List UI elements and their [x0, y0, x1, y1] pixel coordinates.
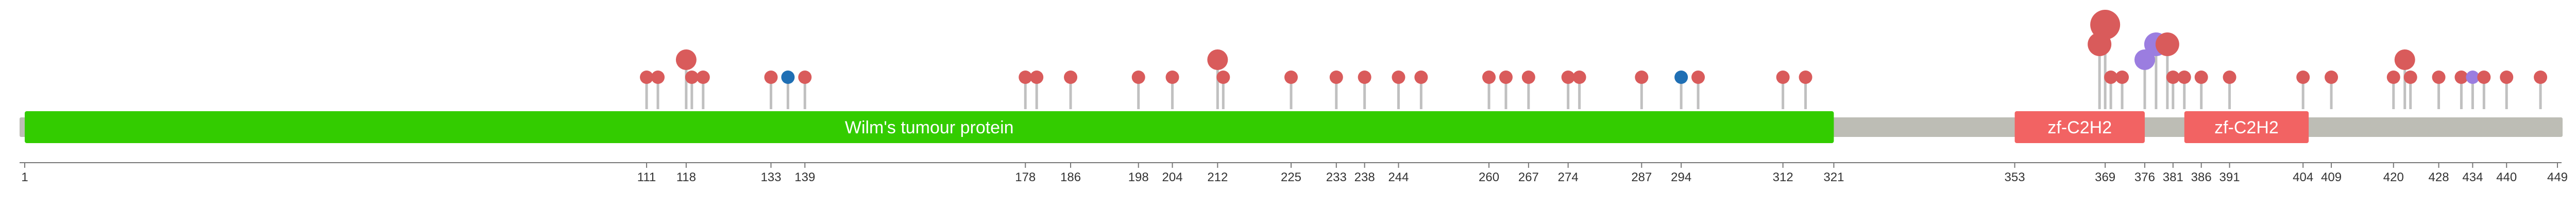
axis-tick-label: 267 [1518, 170, 1539, 184]
axis-tick-label: 449 [2547, 170, 2568, 184]
mutation-marker-287[interactable] [1635, 71, 1649, 84]
axis-tick-label: 274 [1558, 170, 1579, 184]
mutation-marker-420[interactable] [2386, 71, 2400, 84]
mutation-marker-244[interactable] [1392, 71, 1405, 84]
axis-tick-label: 244 [1388, 170, 1409, 184]
mutation-marker-276[interactable] [1572, 71, 1586, 84]
mutation-marker-263[interactable] [1499, 71, 1513, 84]
domain-label: Wilm's tumour protein [845, 118, 1014, 137]
mutation-marker-186[interactable] [1064, 71, 1078, 84]
mutation-marker-312[interactable] [1776, 71, 1790, 84]
mutation-heads-layer [640, 10, 2548, 84]
mutation-marker-404[interactable] [2296, 71, 2310, 84]
mutation-marker-111[interactable] [640, 71, 654, 84]
mutation-marker-136[interactable] [781, 71, 795, 84]
mutation-marker-139[interactable] [798, 71, 812, 84]
axis-tick-label: 386 [2191, 170, 2212, 184]
mutation-marker-376[interactable] [2134, 49, 2155, 70]
mutation-marker-119[interactable] [685, 71, 699, 84]
mutation-marker-391[interactable] [2223, 71, 2236, 84]
mutation-marker-113[interactable] [651, 71, 665, 84]
axis-tick-label: 428 [2429, 170, 2449, 184]
mutation-marker-294[interactable] [1674, 71, 1688, 84]
mutation-marker-260[interactable] [1482, 71, 1496, 84]
domain-label: zf-C2H2 [2047, 118, 2112, 137]
mutation-marker-238[interactable] [1358, 71, 1371, 84]
axis-tick-label: 178 [1015, 170, 1036, 184]
axis-tick-label: 294 [1671, 170, 1691, 184]
mutation-marker-409[interactable] [2325, 71, 2338, 84]
mutation-marker-383[interactable] [2177, 71, 2191, 84]
mutation-marker-180[interactable] [1030, 71, 1044, 84]
axis-tick-label: 1 [21, 170, 28, 184]
domain-label: zf-C2H2 [2214, 118, 2279, 137]
axis-tick-label: 139 [794, 170, 815, 184]
mutation-marker-316[interactable] [1799, 71, 1812, 84]
mutation-marker-372[interactable] [2115, 71, 2129, 84]
axis-tick-label: 287 [1631, 170, 1652, 184]
mutation-marker-274[interactable] [1561, 71, 1575, 84]
axis-tick-label: 353 [2005, 170, 2025, 184]
mutation-marker-381[interactable] [2166, 71, 2180, 84]
mutation-marker-423[interactable] [2403, 71, 2417, 84]
mutation-marker-121[interactable] [696, 71, 710, 84]
mutation-marker-436[interactable] [2477, 71, 2491, 84]
mutation-marker-178[interactable] [1019, 71, 1032, 84]
domain-zf-c2h2-1[interactable] [2014, 111, 2145, 143]
mutation-marker-118[interactable] [675, 49, 697, 70]
domains-layer: Wilm's tumour protein zf-C2H2 zf-C2H2 [25, 111, 2309, 143]
mutation-marker-213[interactable] [1216, 71, 1230, 84]
mutation-marker-297[interactable] [1691, 71, 1705, 84]
axis-tick-label: 133 [760, 170, 781, 184]
mutation-marker-422[interactable] [2394, 49, 2415, 70]
axis-tick-label: 212 [1207, 170, 1228, 184]
axis-tick-label: 376 [2134, 170, 2155, 184]
axis-tick-label: 381 [2163, 170, 2183, 184]
mutation-marker-370[interactable] [2104, 71, 2118, 84]
axis-tick-label: 225 [1281, 170, 1301, 184]
stems-layer [645, 25, 2542, 109]
position-axis: 1 111 118 133 139 178 186 198 204 212 225 233 238 244… [20, 162, 2568, 184]
mutation-marker-267[interactable] [1521, 71, 1535, 84]
axis-tick-label: 198 [1128, 170, 1149, 184]
mutation-marker-204[interactable] [1165, 71, 1179, 84]
axis-tick-label: 238 [1354, 170, 1375, 184]
mutation-marker-380[interactable] [2155, 32, 2179, 56]
axis-tick-label: 312 [1773, 170, 1793, 184]
mutation-marker-434[interactable] [2466, 71, 2480, 84]
axis-tick-label: 434 [2462, 170, 2483, 184]
domain-wilms-tumour-protein[interactable] [25, 111, 1834, 143]
axis-tick-label: 409 [2321, 170, 2342, 184]
mutation-marker-133[interactable] [764, 71, 778, 84]
axis-tick-label: 118 [676, 170, 696, 184]
axis-tick-label: 204 [1162, 170, 1183, 184]
mutation-marker-225[interactable] [1284, 71, 1298, 84]
axis-tick-label: 233 [1326, 170, 1347, 184]
axis-tick-label: 186 [1060, 170, 1081, 184]
axis-tick-label: 440 [2496, 170, 2517, 184]
axis-tick-label: 111 [637, 170, 656, 184]
mutation-marker-446[interactable] [2534, 71, 2548, 84]
mutation-marker-432[interactable] [2454, 71, 2468, 84]
mutation-marker-369[interactable] [2090, 10, 2121, 40]
mutation-marker-428[interactable] [2432, 71, 2446, 84]
axis-tick-label: 321 [1823, 170, 1844, 184]
mutation-marker-248[interactable] [1414, 71, 1428, 84]
axis-tick-label: 391 [2219, 170, 2240, 184]
axis-tick-label: 420 [2383, 170, 2404, 184]
mutation-marker-233[interactable] [1329, 71, 1343, 84]
domain-zf-c2h2-2[interactable] [2184, 111, 2309, 143]
mutation-marker-212[interactable] [1207, 49, 1228, 70]
axis-tick-label: 369 [2095, 170, 2115, 184]
mutation-marker-440[interactable] [2500, 71, 2514, 84]
mutation-marker-198[interactable] [1131, 71, 1145, 84]
axis-tick-label: 260 [1479, 170, 1499, 184]
mutation-marker-386[interactable] [2194, 71, 2208, 84]
axis-tick-label: 404 [2293, 170, 2313, 184]
